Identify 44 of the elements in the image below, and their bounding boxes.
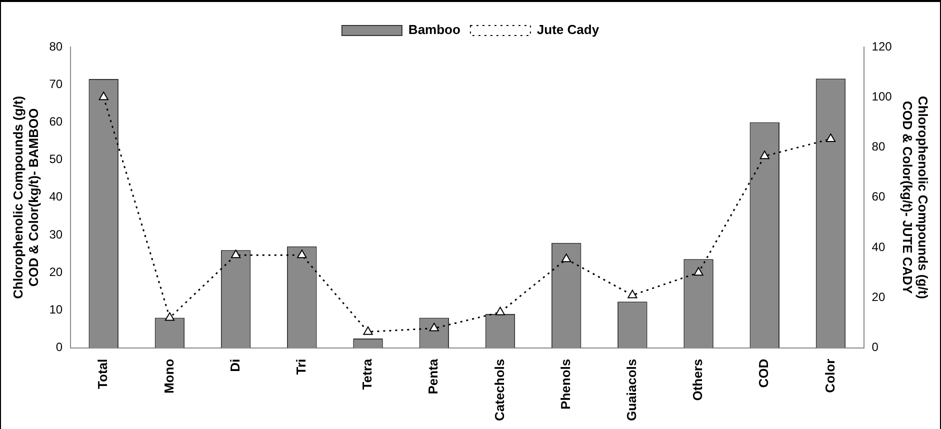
y-tick-label: 30 [49,227,63,242]
point [694,267,704,276]
y2-tick-label: 100 [872,89,892,104]
y2-tick-label: 80 [872,140,886,154]
legend-label: Bamboo [408,22,460,38]
x-tick-label: Mono [161,358,176,394]
y2-tick-label: 120 [872,39,892,54]
point [363,326,373,335]
y-tick-label: 20 [49,264,63,279]
x-tick-label: Total [95,358,110,389]
y-tick-label: 80 [49,39,63,54]
y2-tick-label: 0 [872,340,879,354]
y-tick-label: 50 [49,152,63,166]
x-tick-label: Others [690,358,706,401]
point [760,150,770,160]
point [628,290,638,298]
y-tick-label: 60 [49,114,63,129]
x-tick-label: Color [822,358,838,393]
y2-tick-label: 20 [872,290,886,304]
x-tick-label: Catechols [492,358,507,422]
point [164,312,175,321]
point [98,92,108,100]
legend-label: Jute Cady [536,22,600,38]
y2-axis-title: Chlorophenolic Compounds (g/t) COD & Color(kg/t)- JUTE CADY [900,96,931,299]
y-tick-label: 40 [49,190,63,204]
x-tick-label: Tetra [360,358,375,390]
y2-tick-label: 60 [872,190,886,204]
x-tick-label: COD [756,358,772,388]
x-tick-label: Tri [293,358,308,375]
point [561,254,572,262]
x-tick-label: Di [227,358,242,372]
x-tick-label: Phenols [558,358,573,410]
point [429,322,439,332]
x-tick-label: Guaiacols [624,358,639,422]
y-axis-title: Chlorophenolic Compounds (g/t) COD & Color(kg/t)- BAMBOO [10,96,41,299]
x-tick-label: Penta [426,358,441,394]
y-tick-label: 10 [49,302,63,317]
y2-tick-label: 40 [872,240,886,254]
y-tick-label: 70 [49,76,63,91]
point [495,306,506,316]
point [826,134,836,142]
y-tick-label: 0 [56,340,63,354]
point [230,250,241,258]
point [297,250,307,258]
